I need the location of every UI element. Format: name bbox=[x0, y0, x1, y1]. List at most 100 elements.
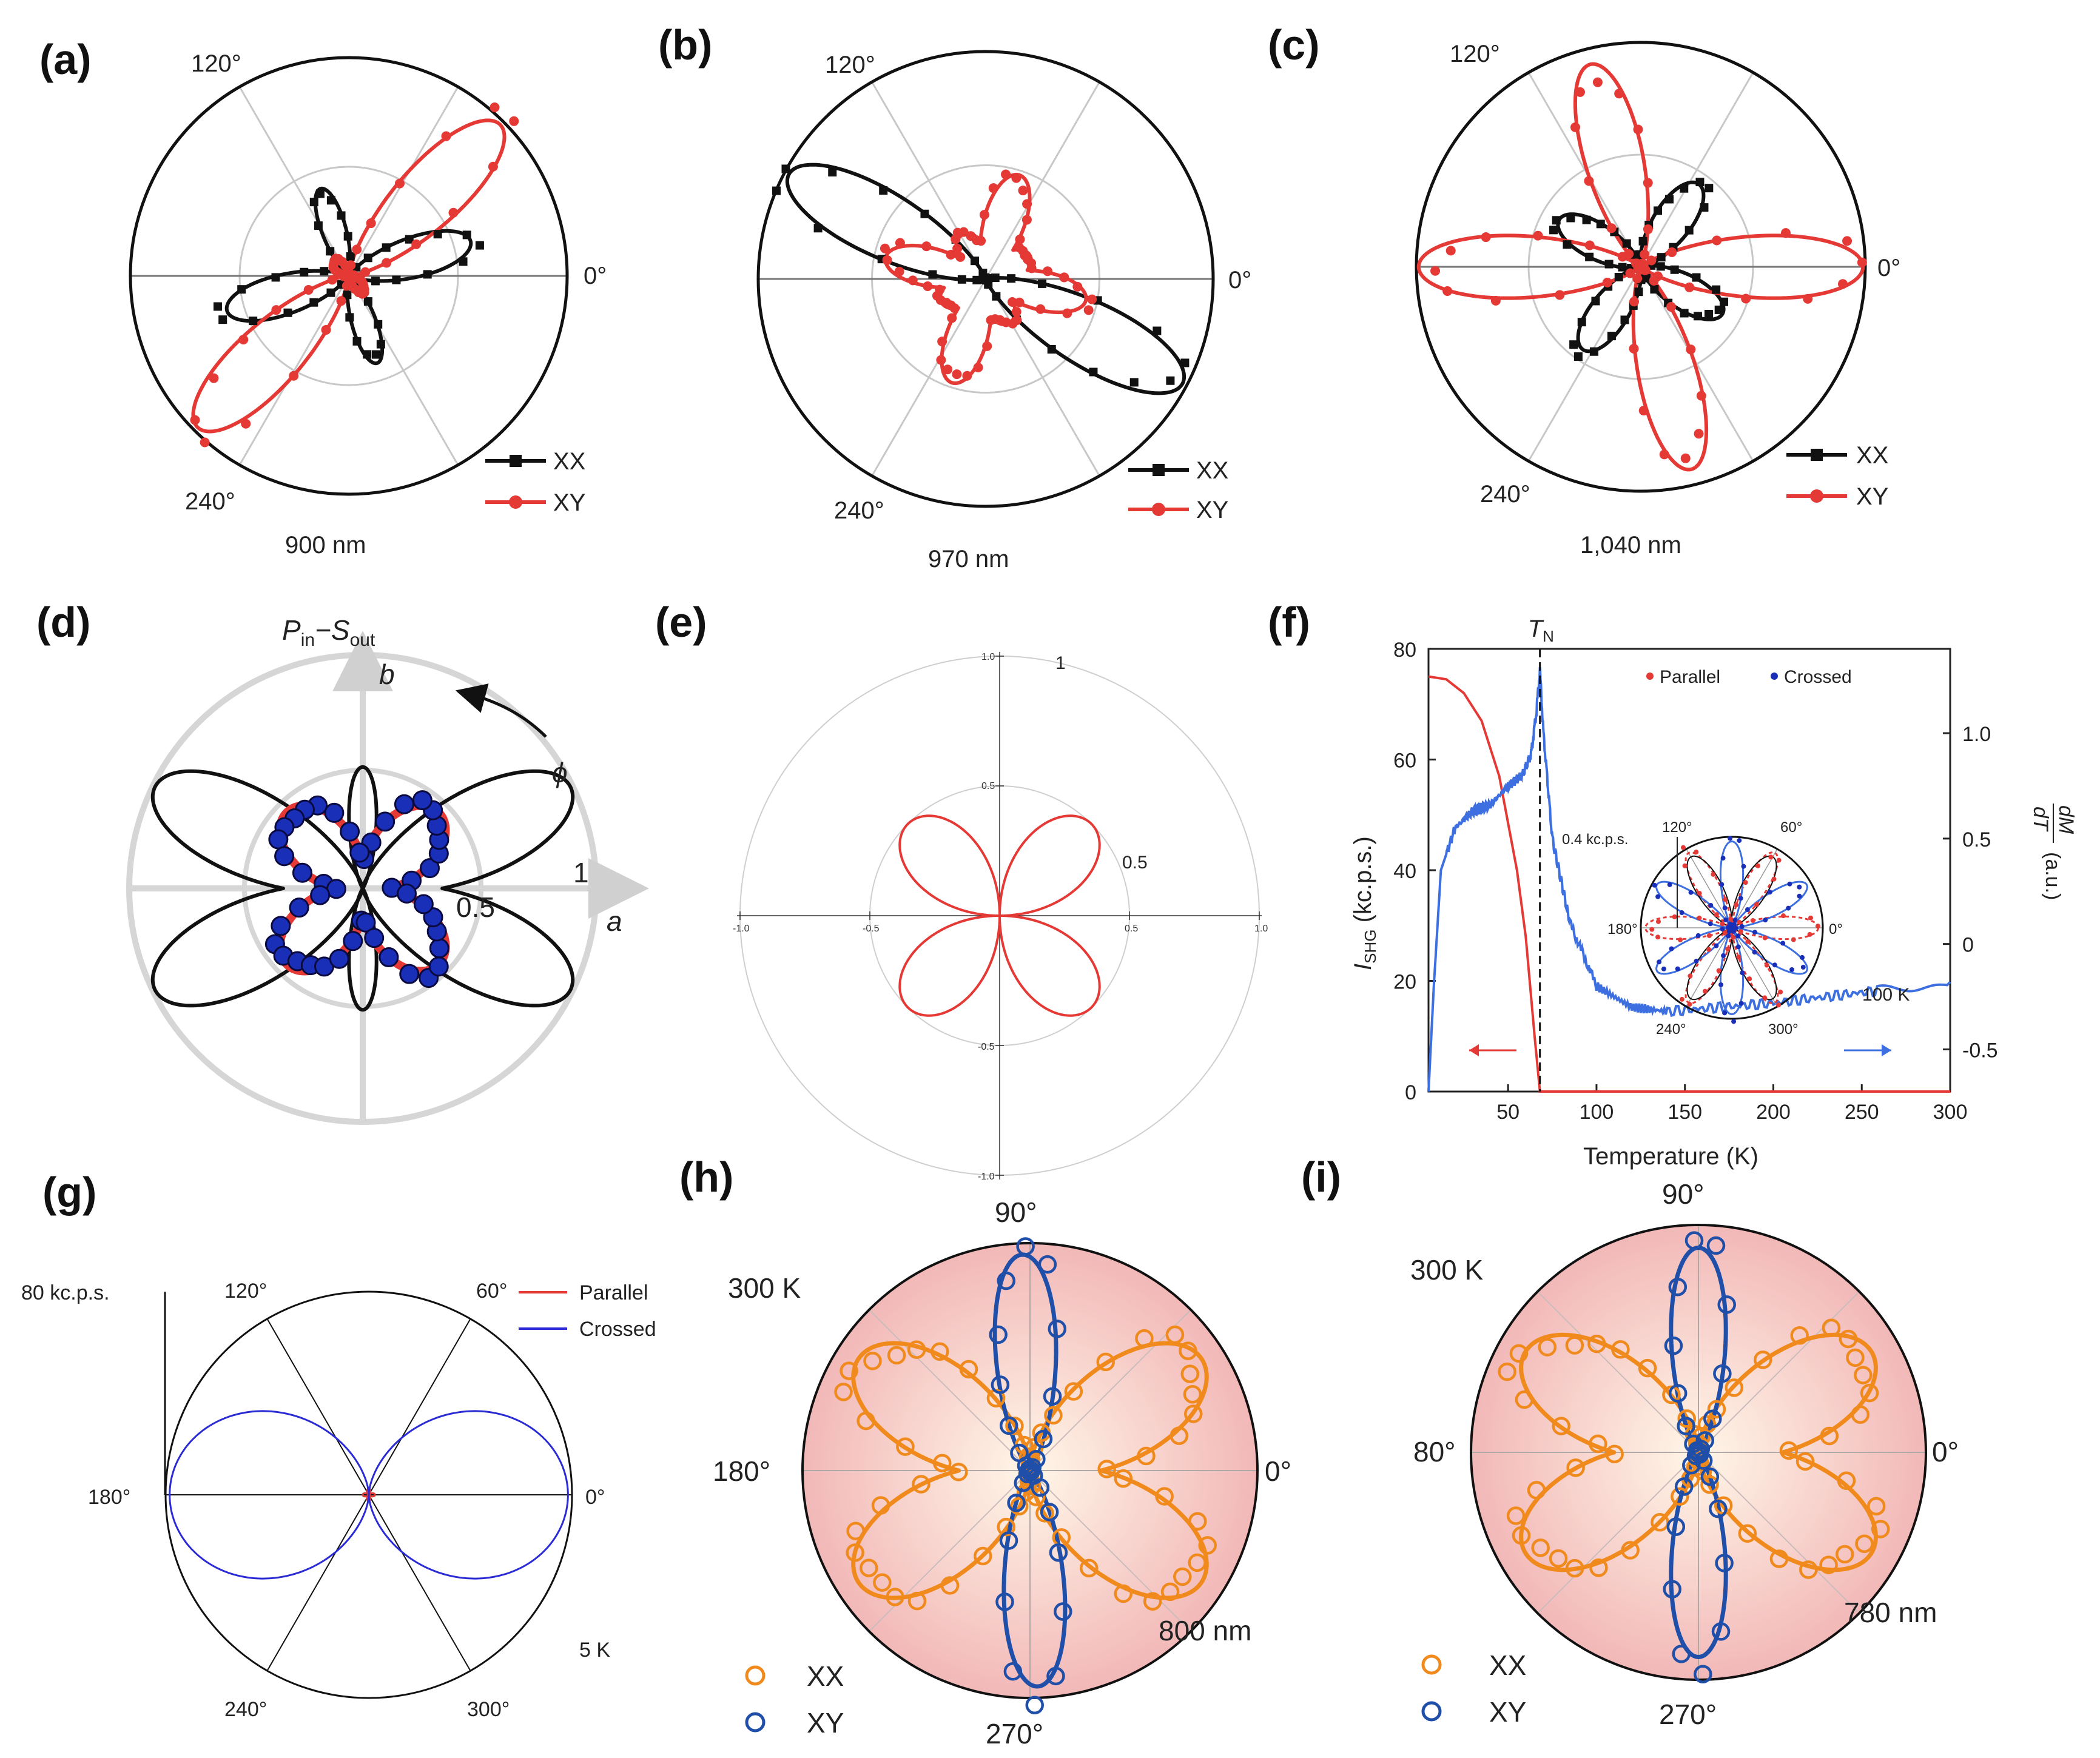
data-point bbox=[1025, 1696, 1044, 1715]
data-point bbox=[1527, 1481, 1546, 1500]
panel-a-chart: 120° 0° 240° 900 nm XX XY bbox=[129, 50, 607, 559]
data-point bbox=[1688, 890, 1694, 895]
panel-label-c: (c) bbox=[1268, 21, 1320, 69]
data-point bbox=[1569, 340, 1578, 349]
legend-xy: XY bbox=[1489, 1696, 1526, 1728]
data-point bbox=[1791, 937, 1796, 942]
data-point bbox=[949, 1463, 968, 1481]
data-point bbox=[974, 1546, 992, 1566]
data-point bbox=[1720, 856, 1726, 861]
data-point bbox=[1762, 995, 1768, 1001]
data-point bbox=[972, 275, 981, 284]
data-point bbox=[1654, 206, 1663, 215]
data-point bbox=[1820, 1426, 1839, 1446]
data-point bbox=[1072, 281, 1083, 292]
data-point bbox=[1750, 918, 1755, 923]
data-point bbox=[937, 337, 947, 347]
tick-label-right: 0 bbox=[1962, 934, 1974, 957]
data-point bbox=[337, 211, 346, 220]
data-point bbox=[1736, 954, 1742, 960]
data-point bbox=[1129, 378, 1139, 387]
data-point bbox=[1797, 893, 1802, 899]
data-point bbox=[982, 341, 992, 351]
data-point bbox=[1183, 1384, 1202, 1404]
inset-angle-240: 240° bbox=[1656, 1021, 1686, 1038]
title-sub-out: out bbox=[350, 630, 375, 650]
data-point bbox=[360, 267, 371, 277]
data-point bbox=[343, 931, 363, 951]
series-parallel-curve bbox=[362, 1488, 376, 1502]
data-point bbox=[1739, 924, 1745, 929]
data-point bbox=[1800, 964, 1806, 970]
data-point bbox=[1634, 287, 1643, 297]
temp-label: 300 K bbox=[1410, 1254, 1484, 1286]
data-point bbox=[1007, 1493, 1026, 1512]
data-point bbox=[1786, 905, 1791, 911]
data-point bbox=[371, 277, 380, 286]
data-point bbox=[1064, 1382, 1083, 1401]
data-point bbox=[1022, 199, 1032, 209]
data-point bbox=[1837, 279, 1848, 289]
tick-label-left: 20 bbox=[1393, 971, 1416, 994]
legend-xy: XY bbox=[1196, 497, 1228, 523]
data-point bbox=[1080, 1558, 1099, 1578]
data-point bbox=[1745, 907, 1750, 913]
data-point bbox=[1779, 1441, 1799, 1460]
data-point bbox=[1738, 896, 1743, 901]
data-point bbox=[1695, 178, 1705, 187]
x-ticks: 50 100 150 200 250 300 bbox=[1496, 1084, 1967, 1124]
data-point bbox=[863, 1352, 882, 1371]
data-point bbox=[1855, 1534, 1874, 1553]
data-point bbox=[1725, 1378, 1744, 1397]
tick-label-x: 200 bbox=[1756, 1101, 1791, 1124]
data-point bbox=[992, 292, 1001, 301]
data-point bbox=[1651, 1513, 1669, 1532]
panel-label-h: (h) bbox=[679, 1153, 733, 1201]
data-point bbox=[1640, 249, 1650, 260]
data-point bbox=[310, 885, 331, 905]
data-point bbox=[1706, 933, 1712, 938]
data-point bbox=[1584, 240, 1595, 250]
data-point bbox=[952, 369, 962, 380]
radial-label-05: 0.5 bbox=[1122, 853, 1148, 873]
data-point bbox=[1015, 234, 1025, 244]
data-point bbox=[1712, 285, 1721, 294]
legend-xx: XX bbox=[1196, 457, 1228, 484]
tick-y-m05: -0.5 bbox=[978, 1042, 995, 1052]
data-point bbox=[1752, 930, 1757, 935]
legend-parallel: Parallel bbox=[579, 1281, 648, 1304]
curve-path bbox=[169, 1410, 569, 1580]
data-point bbox=[1694, 312, 1703, 321]
data-point bbox=[970, 257, 979, 266]
data-point bbox=[997, 1271, 1016, 1290]
data-point bbox=[1652, 271, 1663, 281]
data-point bbox=[1718, 982, 1724, 987]
series-ishg-line bbox=[1428, 675, 1950, 1093]
radial-label-05: 0.5 bbox=[456, 891, 495, 923]
data-point bbox=[1726, 933, 1731, 939]
data-point bbox=[1737, 919, 1742, 925]
data-point bbox=[271, 273, 280, 282]
data-point bbox=[326, 288, 335, 297]
data-point bbox=[1582, 215, 1591, 224]
data-point bbox=[1712, 235, 1722, 246]
data-point bbox=[238, 334, 249, 344]
data-point bbox=[1707, 1400, 1726, 1419]
data-point bbox=[813, 224, 823, 233]
data-point bbox=[882, 255, 892, 265]
data-point bbox=[991, 273, 1000, 283]
data-point bbox=[984, 280, 993, 289]
legend: XX XY bbox=[1128, 457, 1228, 523]
radial-label-1: 1 bbox=[573, 857, 589, 888]
title-dash: −S bbox=[315, 614, 350, 646]
data-point bbox=[907, 275, 918, 286]
data-point bbox=[907, 1591, 927, 1611]
panel-i-chart: 90° 80° 0° 270° 300 K 780 nm XX XY bbox=[1410, 1178, 1959, 1730]
data-point bbox=[428, 956, 449, 977]
data-point bbox=[1666, 302, 1677, 312]
data-point bbox=[1137, 1446, 1156, 1466]
angle-label-0: 0° bbox=[1265, 1455, 1291, 1487]
data-point bbox=[1649, 927, 1655, 932]
data-point bbox=[1596, 220, 1605, 229]
